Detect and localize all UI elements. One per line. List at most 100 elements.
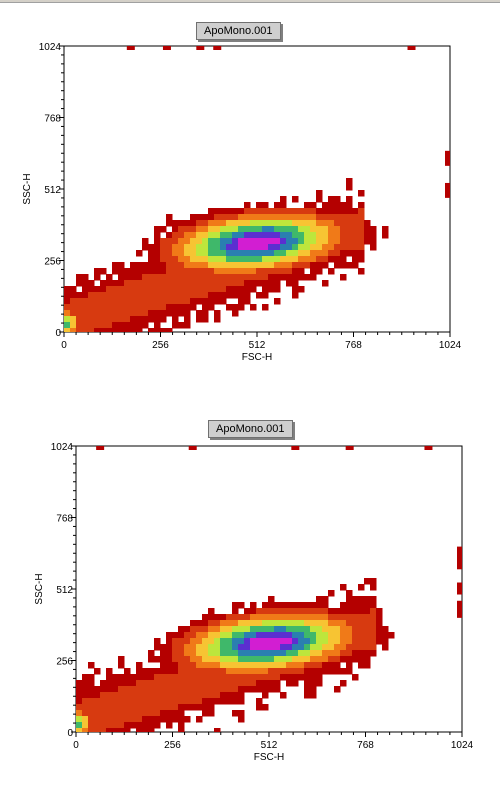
- density-cell: [286, 626, 293, 633]
- y-tick-label-0: 0: [67, 728, 73, 739]
- density-cell: [196, 650, 203, 657]
- density-cell: [166, 232, 173, 239]
- density-cell: [142, 674, 149, 681]
- density-cell: [352, 208, 359, 215]
- density-cell: [304, 656, 311, 663]
- density-cell: [238, 680, 245, 687]
- density-cell: [286, 274, 293, 281]
- density-cell: [286, 220, 293, 227]
- density-cell: [226, 626, 233, 633]
- density-cell: [232, 626, 239, 633]
- density-cell: [106, 704, 113, 711]
- density-cell: [352, 214, 359, 221]
- density-cell: [322, 250, 329, 257]
- x-tick-label-1024: 1024: [439, 340, 462, 351]
- density-cell: [310, 650, 317, 657]
- density-cell: [364, 656, 371, 663]
- density-cell: [352, 608, 359, 615]
- density-cell: [136, 662, 143, 669]
- density-cell: [76, 716, 83, 723]
- density-cell: [178, 644, 185, 651]
- density-cell: [256, 202, 263, 209]
- density-cell: [250, 286, 257, 293]
- density-cell: [226, 614, 233, 621]
- density-cell: [112, 286, 119, 293]
- density-cell: [340, 232, 347, 239]
- density-cell: [166, 244, 173, 251]
- plot-title-tag[interactable]: ApoMono.001: [196, 22, 281, 40]
- density-cell: [184, 692, 191, 699]
- density-cell: [190, 274, 197, 281]
- edge-event-cell: [457, 557, 462, 570]
- density-cell: [310, 220, 317, 227]
- density-cell: [172, 656, 179, 663]
- density-cell: [142, 728, 149, 732]
- density-cell: [220, 656, 227, 663]
- density-cell: [64, 322, 71, 329]
- density-cell: [184, 298, 191, 305]
- density-cell: [370, 614, 377, 621]
- density-cell: [172, 286, 179, 293]
- density-cell: [172, 250, 179, 257]
- density-cell: [130, 328, 137, 332]
- density-cell: [346, 214, 353, 221]
- density-cell: [178, 632, 185, 639]
- density-cell: [310, 202, 317, 209]
- density-cell: [322, 596, 329, 603]
- density-cell: [298, 208, 305, 215]
- density-cell: [142, 698, 149, 705]
- density-cell: [172, 644, 179, 651]
- density-cell: [112, 268, 119, 275]
- density-cell: [364, 626, 371, 633]
- density-cell: [190, 280, 197, 287]
- density-cell: [286, 208, 293, 215]
- density-cell: [346, 644, 353, 651]
- plot-title-tag[interactable]: ApoMono.001: [208, 420, 293, 438]
- density-cell: [364, 614, 371, 621]
- density-cell: [346, 650, 353, 657]
- density-cell: [196, 244, 203, 251]
- density-cell: [196, 238, 203, 245]
- density-cell: [220, 674, 227, 681]
- density-cell: [274, 626, 281, 633]
- density-cell: [82, 304, 89, 311]
- density-cell: [124, 710, 131, 717]
- density-cell: [352, 262, 359, 269]
- density-cell: [214, 274, 221, 281]
- density-cell: [232, 286, 239, 293]
- density-cell: [238, 692, 245, 699]
- density-cell: [160, 226, 167, 233]
- density-cell: [190, 256, 197, 263]
- density-cell: [100, 298, 107, 305]
- density-cell: [238, 256, 245, 263]
- density-cell: [64, 286, 71, 293]
- density-cell: [262, 608, 269, 615]
- density-cell: [244, 668, 251, 675]
- density-cell: [244, 214, 251, 221]
- density-cell: [328, 232, 335, 239]
- density-cell: [178, 710, 185, 717]
- density-cell: [166, 638, 173, 645]
- density-cell: [214, 268, 221, 275]
- density-cell: [286, 244, 293, 251]
- density-cell: [76, 722, 83, 729]
- density-cell: [172, 668, 179, 675]
- density-cell: [226, 304, 233, 311]
- density-cell: [274, 662, 281, 669]
- density-cell: [100, 692, 107, 699]
- density-cell: [340, 608, 347, 615]
- density-cell: [172, 662, 179, 669]
- density-cell: [244, 226, 251, 233]
- density-cell: [178, 256, 185, 263]
- density-cell: [322, 238, 329, 245]
- density-cell: [100, 716, 107, 723]
- density-cell: [154, 286, 161, 293]
- density-cell: [82, 286, 89, 293]
- density-cell: [166, 256, 173, 263]
- density-cell: [364, 632, 371, 639]
- density-cell: [172, 316, 179, 323]
- density-cell: [190, 250, 197, 257]
- density-cell: [358, 620, 365, 627]
- density-cell: [322, 662, 329, 669]
- density-cell: [334, 626, 341, 633]
